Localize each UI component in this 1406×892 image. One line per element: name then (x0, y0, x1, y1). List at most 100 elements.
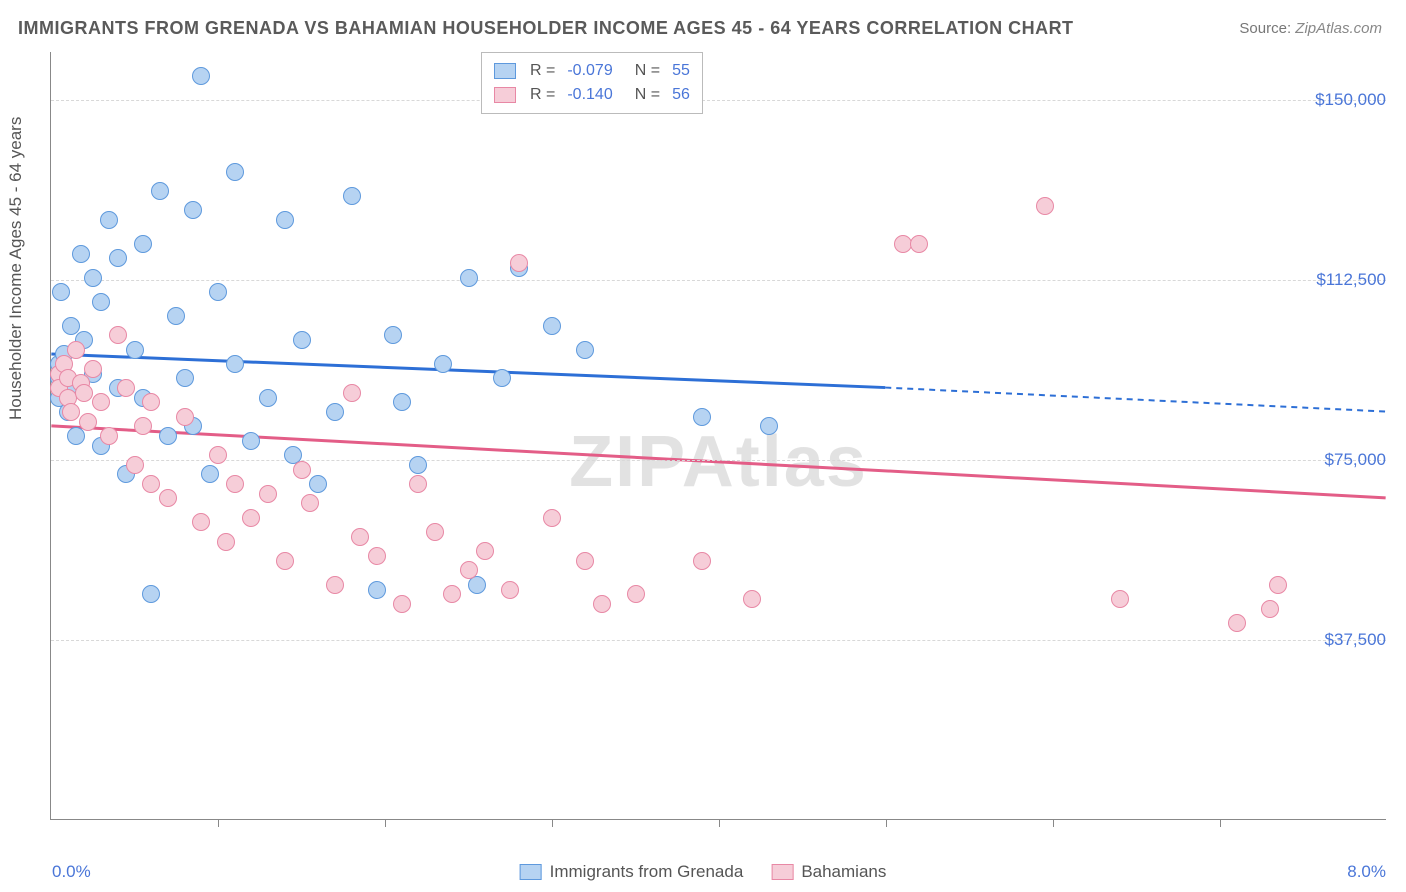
legend-label-grenada: Immigrants from Grenada (550, 862, 744, 882)
scatter-point-bahamians (326, 576, 344, 594)
scatter-point-grenada (72, 245, 90, 263)
scatter-point-grenada (760, 417, 778, 435)
scatter-point-grenada (201, 465, 219, 483)
scatter-point-bahamians (443, 585, 461, 603)
scatter-point-bahamians (1228, 614, 1246, 632)
scatter-point-bahamians (79, 413, 97, 431)
scatter-point-grenada (184, 201, 202, 219)
scatter-point-grenada (134, 235, 152, 253)
gridline (51, 640, 1386, 641)
scatter-point-bahamians (393, 595, 411, 613)
scatter-point-bahamians (142, 393, 160, 411)
scatter-point-bahamians (226, 475, 244, 493)
legend-swatch-grenada (494, 63, 516, 79)
scatter-point-grenada (176, 369, 194, 387)
scatter-point-bahamians (593, 595, 611, 613)
scatter-point-grenada (242, 432, 260, 450)
scatter-point-bahamians (460, 561, 478, 579)
x-tick (719, 819, 720, 827)
x-tick (1220, 819, 1221, 827)
legend-label-bahamians: Bahamians (801, 862, 886, 882)
legend-item-bahamians: Bahamians (771, 862, 886, 882)
scatter-point-bahamians (1269, 576, 1287, 594)
scatter-point-bahamians (259, 485, 277, 503)
scatter-point-bahamians (217, 533, 235, 551)
scatter-point-grenada (84, 269, 102, 287)
scatter-point-bahamians (117, 379, 135, 397)
scatter-point-bahamians (276, 552, 294, 570)
n-value-bahamians: 56 (672, 83, 690, 107)
legend-swatch-bahamians-bottom (771, 864, 793, 880)
scatter-point-grenada (159, 427, 177, 445)
x-axis-min-label: 0.0% (52, 862, 91, 882)
scatter-point-bahamians (576, 552, 594, 570)
scatter-point-grenada (409, 456, 427, 474)
scatter-point-bahamians (476, 542, 494, 560)
watermark-text: ZIPAtlas (569, 421, 868, 503)
scatter-point-grenada (62, 317, 80, 335)
x-tick (385, 819, 386, 827)
scatter-point-bahamians (92, 393, 110, 411)
scatter-point-bahamians (501, 581, 519, 599)
legend-swatch-grenada-bottom (520, 864, 542, 880)
scatter-point-grenada (167, 307, 185, 325)
x-axis-max-label: 8.0% (1347, 862, 1386, 882)
source-value: ZipAtlas.com (1295, 20, 1382, 37)
scatter-point-bahamians (1036, 197, 1054, 215)
scatter-point-grenada (109, 249, 127, 267)
chart-title: IMMIGRANTS FROM GRENADA VS BAHAMIAN HOUS… (18, 18, 1074, 39)
series-legend: Immigrants from Grenada Bahamians (510, 860, 897, 884)
scatter-point-grenada (52, 283, 70, 301)
scatter-point-bahamians (159, 489, 177, 507)
y-tick-label: $112,500 (1316, 270, 1386, 290)
x-tick (1053, 819, 1054, 827)
scatter-point-grenada (576, 341, 594, 359)
scatter-point-bahamians (84, 360, 102, 378)
scatter-point-grenada (384, 326, 402, 344)
regression-line-extrapolated-grenada (885, 388, 1385, 412)
y-tick-label: $150,000 (1315, 90, 1386, 110)
x-tick (552, 819, 553, 827)
r-label: R = (530, 83, 555, 107)
scatter-point-bahamians (75, 384, 93, 402)
scatter-point-bahamians (134, 417, 152, 435)
scatter-point-grenada (151, 182, 169, 200)
scatter-point-bahamians (62, 403, 80, 421)
scatter-point-bahamians (1111, 590, 1129, 608)
x-tick (218, 819, 219, 827)
y-tick-label: $75,000 (1325, 450, 1386, 470)
scatter-point-grenada (259, 389, 277, 407)
x-tick (886, 819, 887, 827)
r-label: R = (530, 59, 555, 83)
scatter-point-bahamians (351, 528, 369, 546)
source-attribution: Source: ZipAtlas.com (1239, 20, 1382, 37)
legend-row-bahamians: R = -0.140 N = 56 (494, 83, 690, 107)
scatter-point-grenada (543, 317, 561, 335)
n-label: N = (635, 59, 660, 83)
scatter-point-bahamians (693, 552, 711, 570)
scatter-point-bahamians (301, 494, 319, 512)
r-value-grenada: -0.079 (567, 59, 612, 83)
scatter-point-grenada (326, 403, 344, 421)
scatter-point-grenada (192, 67, 210, 85)
scatter-point-grenada (142, 585, 160, 603)
scatter-point-bahamians (1261, 600, 1279, 618)
scatter-point-grenada (309, 475, 327, 493)
scatter-point-grenada (693, 408, 711, 426)
scatter-point-bahamians (192, 513, 210, 531)
scatter-point-grenada (460, 269, 478, 287)
scatter-point-grenada (67, 427, 85, 445)
y-tick-label: $37,500 (1325, 630, 1386, 650)
scatter-point-grenada (209, 283, 227, 301)
scatter-point-bahamians (543, 509, 561, 527)
scatter-point-bahamians (510, 254, 528, 272)
n-value-grenada: 55 (672, 59, 690, 83)
scatter-point-grenada (92, 293, 110, 311)
scatter-point-grenada (393, 393, 411, 411)
scatter-point-bahamians (627, 585, 645, 603)
legend-row-grenada: R = -0.079 N = 55 (494, 59, 690, 83)
scatter-point-bahamians (426, 523, 444, 541)
scatter-point-bahamians (176, 408, 194, 426)
plot-canvas: ZIPAtlas (51, 52, 1386, 819)
legend-item-grenada: Immigrants from Grenada (520, 862, 744, 882)
